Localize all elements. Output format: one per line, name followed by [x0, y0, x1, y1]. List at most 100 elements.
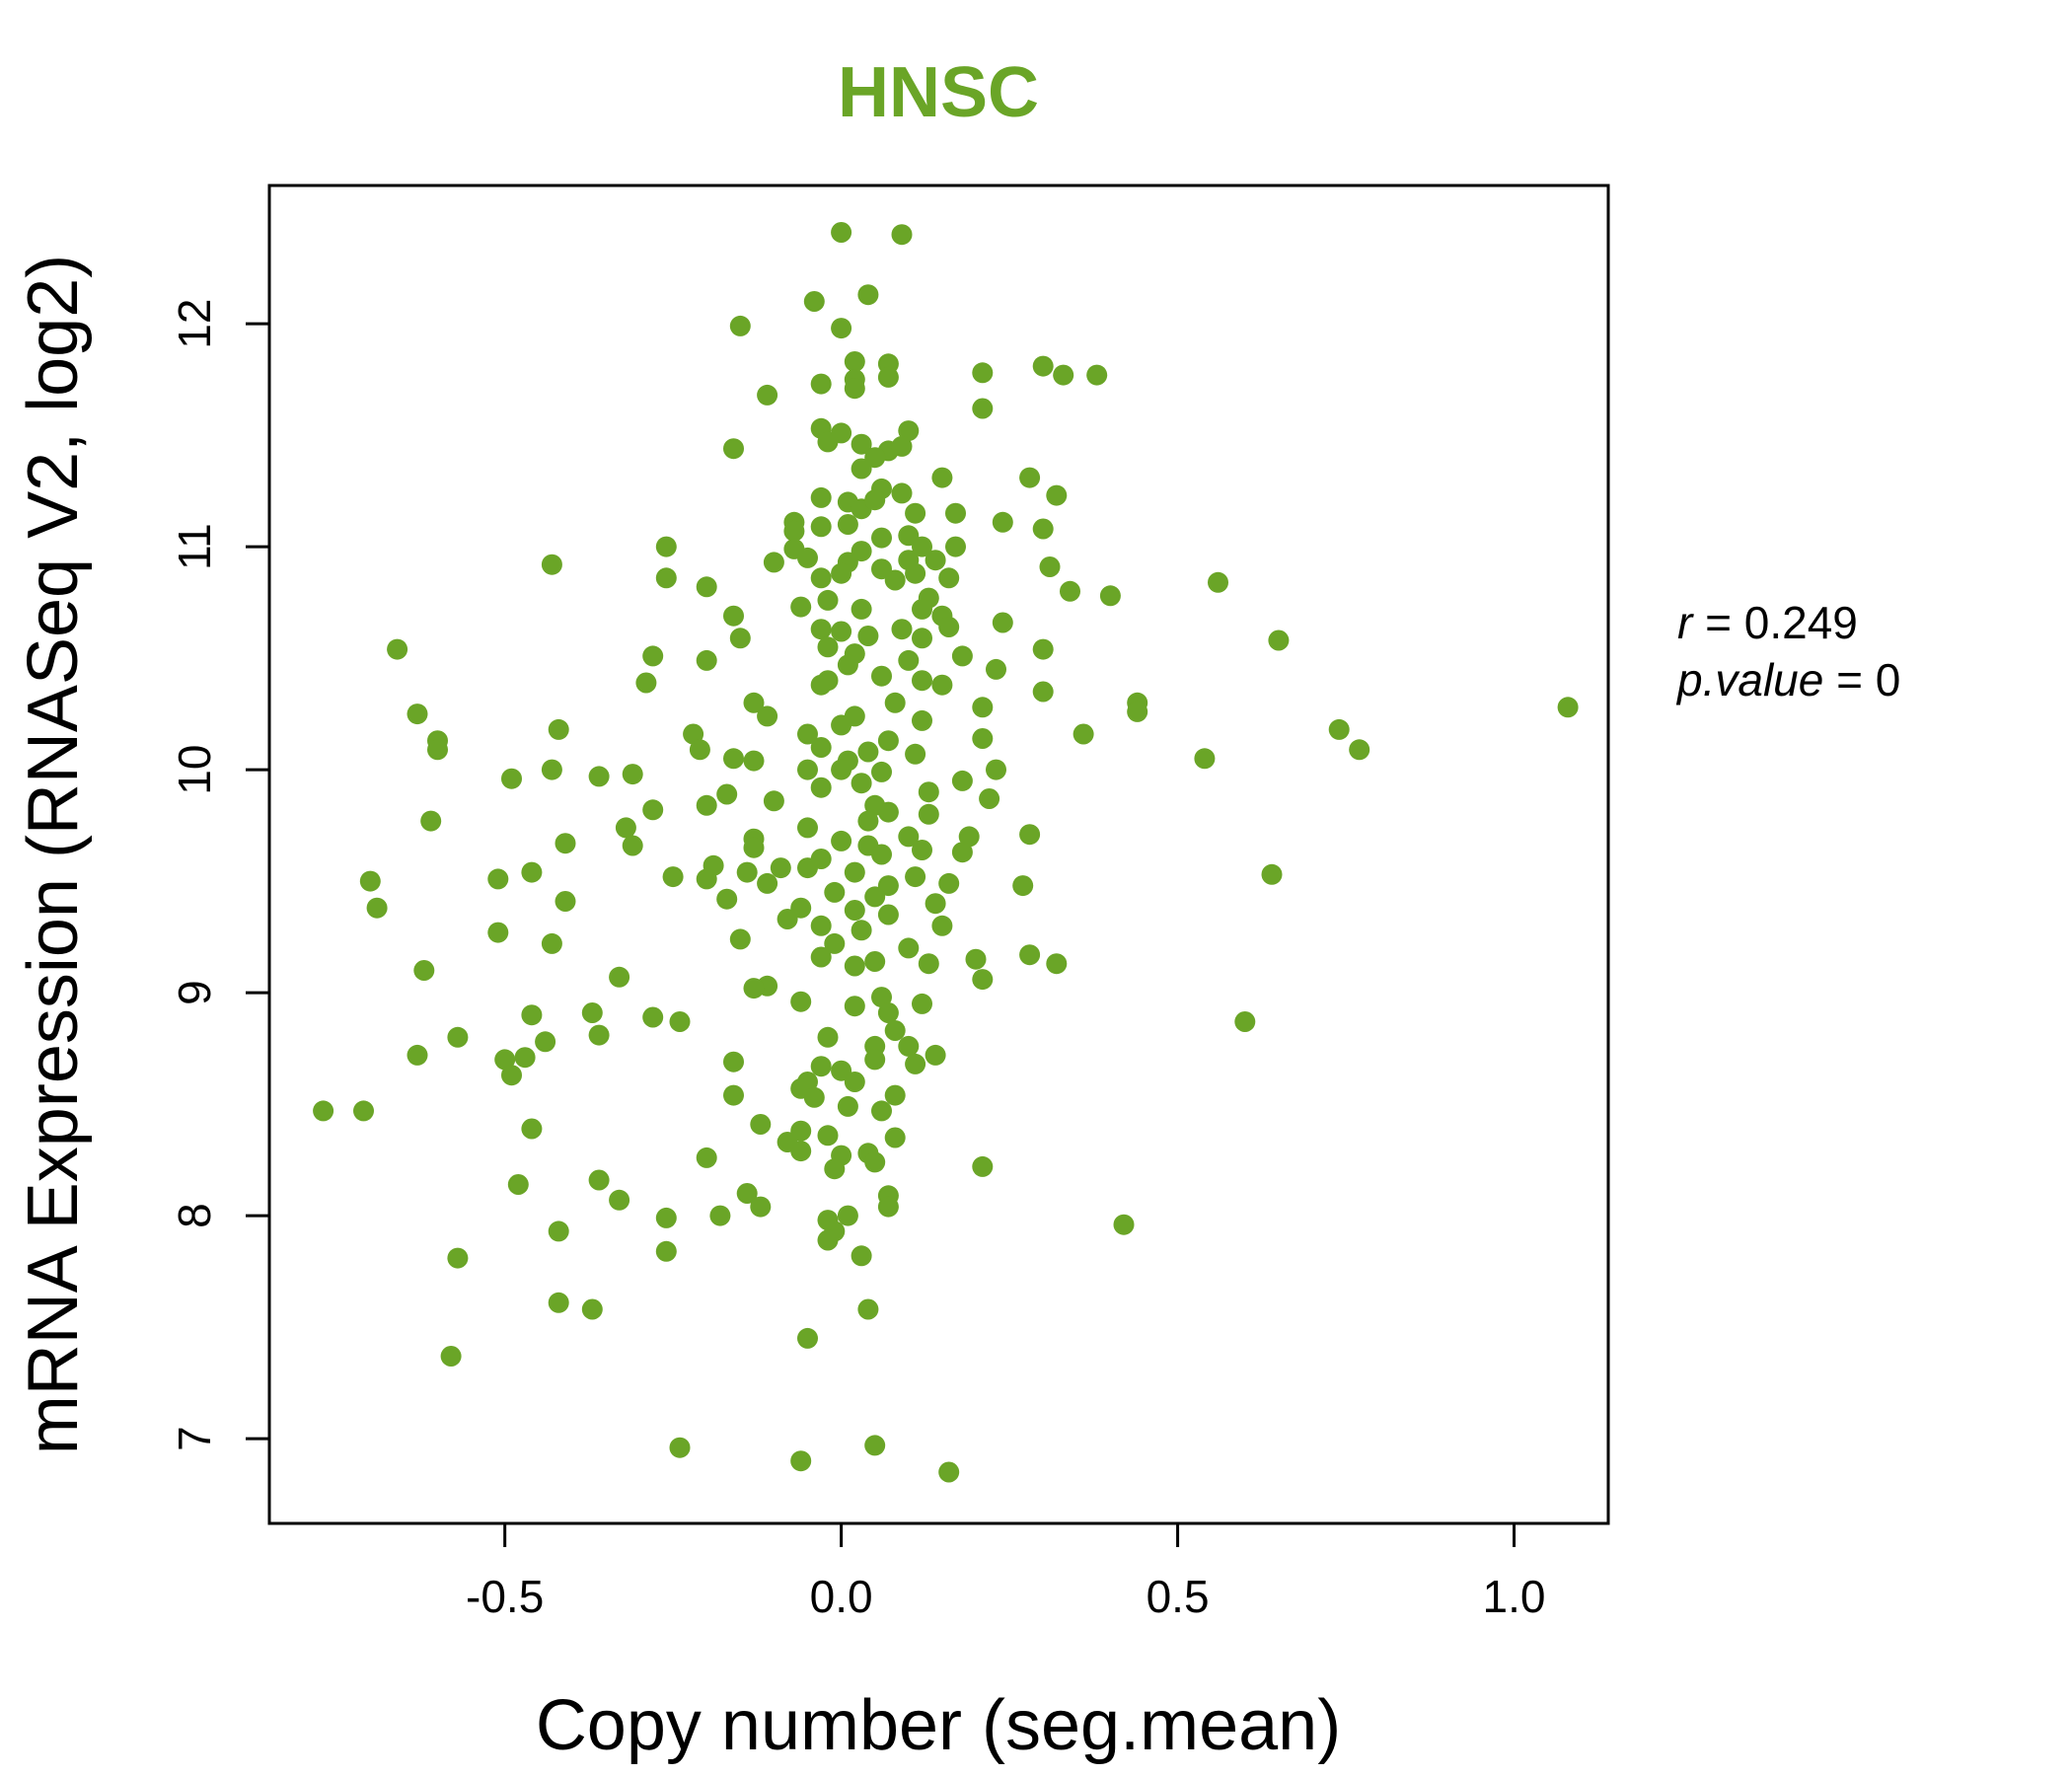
data-point — [972, 697, 994, 718]
data-point — [1208, 571, 1228, 593]
data-point — [905, 1053, 926, 1074]
data-point — [427, 739, 448, 761]
data-point — [1032, 638, 1054, 660]
data-point — [750, 1114, 772, 1135]
data-point — [972, 362, 994, 384]
data-point — [891, 482, 913, 504]
data-point — [837, 654, 858, 676]
data-point — [581, 1002, 603, 1023]
data-point — [609, 966, 630, 988]
data-point — [986, 658, 1006, 680]
data-point — [729, 628, 751, 649]
y-tick-label: 8 — [169, 1203, 220, 1228]
data-point — [877, 1002, 899, 1023]
data-point — [810, 516, 832, 538]
data-point — [655, 536, 677, 557]
data-point — [797, 817, 818, 839]
data-point — [884, 1127, 906, 1148]
data-point — [797, 723, 818, 745]
y-tick-label: 12 — [169, 299, 220, 349]
data-point — [521, 1004, 543, 1026]
data-point — [884, 1084, 906, 1106]
data-point — [642, 645, 664, 667]
data-point — [871, 665, 892, 687]
data-point — [655, 567, 677, 589]
data-point — [938, 1461, 960, 1483]
data-point — [709, 1205, 731, 1226]
data-point — [1032, 355, 1054, 377]
data-point — [898, 826, 920, 848]
data-point — [716, 888, 738, 910]
data-point — [810, 737, 832, 758]
data-point — [757, 705, 778, 727]
data-point — [723, 1084, 744, 1106]
data-point — [1060, 580, 1080, 602]
data-point — [790, 991, 812, 1012]
data-point — [992, 612, 1013, 633]
data-point — [696, 794, 717, 816]
data-point — [844, 900, 865, 921]
data-point — [891, 435, 913, 457]
data-point — [844, 861, 865, 883]
y-tick-label: 9 — [169, 980, 220, 1005]
data-point — [797, 547, 818, 568]
data-point — [555, 891, 576, 912]
data-point — [763, 790, 784, 812]
data-point — [729, 928, 751, 950]
data-point — [609, 1189, 630, 1211]
data-point — [1032, 518, 1054, 540]
data-point — [844, 1072, 865, 1092]
data-point — [736, 861, 758, 883]
data-point — [817, 1125, 839, 1147]
x-axis-title: Copy number (seg.mean) — [536, 1686, 1341, 1765]
data-point — [655, 1207, 677, 1228]
data-point — [1127, 701, 1148, 722]
data-point — [723, 1051, 744, 1073]
chart-title: HNSC — [838, 53, 1039, 132]
data-point — [931, 674, 953, 696]
data-point — [931, 915, 953, 936]
data-point — [905, 866, 926, 888]
data-point — [696, 868, 717, 890]
data-point — [905, 502, 926, 524]
data-point — [366, 897, 388, 919]
data-point — [1234, 1011, 1256, 1032]
data-point — [972, 398, 994, 419]
data-point — [864, 1151, 886, 1173]
data-point — [447, 1247, 469, 1269]
data-point — [622, 835, 643, 856]
data-point — [743, 692, 765, 713]
data-point — [615, 817, 636, 839]
data-point — [965, 948, 987, 970]
data-point — [810, 674, 832, 696]
data-point — [824, 881, 846, 903]
data-point — [662, 866, 684, 888]
data-point — [938, 872, 960, 894]
data-point — [810, 777, 832, 798]
data-point — [945, 536, 966, 557]
data-point — [763, 552, 784, 573]
data-point — [837, 1095, 858, 1117]
y-axis: 7 8 9 10 11 12 — [169, 299, 271, 1451]
data-point — [884, 569, 906, 591]
p-label: p.value — [1675, 654, 1823, 705]
data-point — [783, 520, 805, 542]
data-point — [871, 761, 892, 782]
data-point — [696, 576, 717, 598]
data-point — [864, 489, 886, 511]
data-point — [635, 672, 657, 694]
data-point — [898, 649, 920, 671]
data-point — [487, 868, 509, 890]
data-point — [588, 1169, 610, 1191]
data-point — [359, 870, 381, 892]
data-point — [810, 915, 832, 936]
data-point — [884, 692, 906, 713]
data-point — [810, 486, 832, 508]
data-point — [521, 861, 543, 883]
data-point — [1113, 1214, 1135, 1235]
data-point — [1032, 681, 1054, 703]
data-point — [891, 619, 913, 640]
data-point — [387, 638, 408, 660]
data-point — [683, 723, 704, 745]
y-tick-label: 7 — [169, 1426, 220, 1451]
